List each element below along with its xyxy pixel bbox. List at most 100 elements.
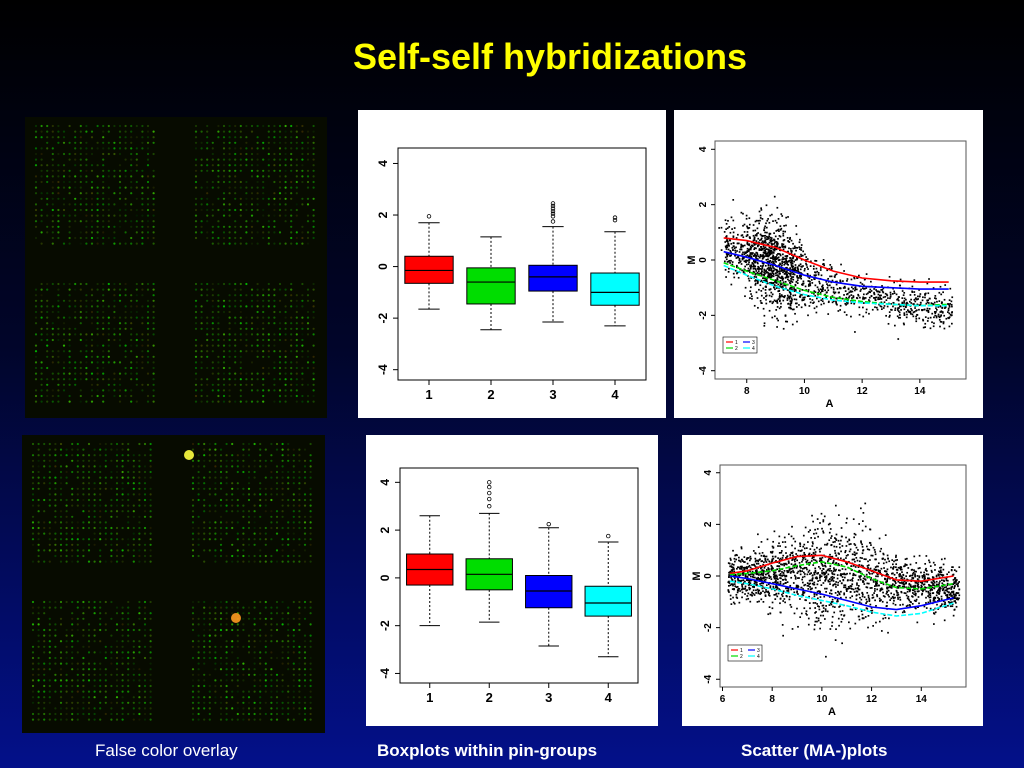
box-outlier [612, 217, 618, 223]
box-group-4 [584, 533, 632, 658]
legend: 12 34 [727, 644, 763, 662]
box-outlier [550, 214, 556, 219]
x-tick-label: 10 [816, 694, 828, 705]
legend-label-4: 4 [752, 346, 755, 352]
box-outlier [426, 214, 432, 219]
box-group-1 [406, 515, 454, 627]
y-tick-label: 0 [378, 574, 392, 581]
y-tick-label: -2 [378, 620, 392, 631]
x-tick-label: 1 [426, 690, 433, 705]
x-tick-label: 2 [486, 690, 493, 705]
box-outlier [487, 504, 492, 509]
slide-title: Self-self hybridizations [352, 36, 748, 77]
x-tick-label: 4 [605, 690, 613, 705]
box-outlier [487, 496, 492, 502]
box-group-3 [525, 521, 573, 647]
y-tick-label: 0 [376, 263, 390, 270]
y-tick-label: 2 [378, 526, 392, 533]
loess-line-3 [729, 575, 954, 611]
loess-line-4 [723, 264, 949, 307]
box-outlier [546, 521, 551, 527]
box-outlier [550, 208, 556, 214]
x-tick-label: 6 [720, 694, 726, 705]
loess-line-1 [729, 554, 954, 583]
x-tick-label: 3 [545, 690, 552, 705]
y-tick-label: 0 [698, 257, 709, 263]
loess-line-3 [723, 250, 949, 290]
x-tick-label: 12 [866, 694, 878, 705]
x-tick-label: 4 [611, 387, 619, 402]
x-tick-label: 14 [916, 694, 928, 705]
boxplot-panel-bottom: -4 -2 0 2 4 1 2 3 4 [366, 435, 658, 726]
x-axis-label: A [828, 706, 836, 718]
legend: 12 34 [722, 336, 758, 354]
y-tick-label: -4 [378, 668, 392, 679]
y-tick-label: 2 [376, 211, 390, 218]
x-tick-label: 14 [914, 386, 926, 397]
x-tick-label: 2 [487, 387, 494, 402]
x-tick-label: 1 [425, 387, 432, 402]
y-tick-label: -2 [376, 312, 390, 323]
x-tick-label: 12 [857, 386, 869, 397]
box-outlier [550, 203, 556, 209]
loess-line-4 [729, 580, 954, 617]
x-tick-label: 8 [744, 386, 750, 397]
microarray-image-bottom [22, 435, 325, 733]
y-tick-label: -2 [703, 623, 714, 632]
microarray-image-top [25, 117, 327, 418]
x-tick-label: 3 [549, 387, 556, 402]
boxplot-chart-top: -4 -2 0 2 4 1 2 3 4 [376, 147, 647, 402]
box-group-4 [590, 215, 640, 327]
microarray-overlay-bottom [22, 435, 325, 733]
x-tick-label: 10 [799, 386, 811, 397]
y-tick-label: -4 [703, 674, 714, 683]
y-tick-label: 4 [376, 160, 390, 167]
box-outlier [487, 490, 492, 496]
y-tick-label: -4 [376, 364, 390, 375]
loess-line-1 [723, 237, 949, 283]
scatter-panel-top: 8 10 12 14 -4 -2 0 2 4 A M 1 2 3 4 [674, 110, 983, 418]
box-outlier [550, 206, 556, 211]
y-tick-label: 4 [378, 479, 392, 486]
loess-line-2 [729, 560, 954, 590]
box-outlier [487, 480, 492, 485]
box-group-3 [528, 201, 578, 323]
box-outlier [612, 215, 618, 220]
boxplot-chart-bottom: -4 -2 0 2 4 1 2 3 4 [378, 467, 639, 705]
y-tick-label: -2 [698, 310, 709, 319]
y-tick-label: 4 [703, 470, 714, 476]
box-group-1 [404, 214, 454, 310]
scatter-panel-bottom: 6 8 10 12 14 -4 -2 0 2 4 A M 1 2 3 4 [682, 435, 983, 726]
box-outlier [606, 533, 611, 539]
legend-label-3: 3 [752, 340, 755, 346]
box-4 [584, 585, 632, 617]
legend-label-1: 1 [740, 648, 743, 654]
box-4 [590, 272, 640, 306]
box-2 [466, 267, 516, 305]
scatter-points [718, 195, 954, 340]
box-outlier [550, 219, 556, 224]
x-axis-label: A [826, 398, 834, 410]
y-axis-label: M [686, 255, 698, 264]
microarray-overlay-top [25, 117, 327, 418]
caption-overlay: False color overlay [95, 741, 238, 760]
y-tick-label: 4 [698, 146, 709, 152]
box-3 [528, 264, 578, 292]
scatter-points [727, 502, 961, 658]
boxplot-panel-top: -4 -2 0 2 4 1 2 3 4 [358, 110, 666, 418]
box-outlier [487, 484, 492, 490]
legend-label-3: 3 [757, 648, 760, 654]
x-tick-label: 8 [769, 694, 775, 705]
caption-boxplots: Boxplots within pin-groups [377, 741, 598, 760]
y-axis-label: M [691, 571, 703, 580]
legend-label-2: 2 [740, 654, 743, 660]
y-tick-label: 2 [703, 521, 714, 527]
legend-label-4: 4 [757, 654, 760, 660]
box-1 [404, 255, 454, 284]
y-tick-label: -4 [698, 366, 709, 375]
legend-label-2: 2 [735, 346, 738, 352]
y-tick-label: 2 [698, 201, 709, 207]
box-group-2 [466, 236, 516, 331]
